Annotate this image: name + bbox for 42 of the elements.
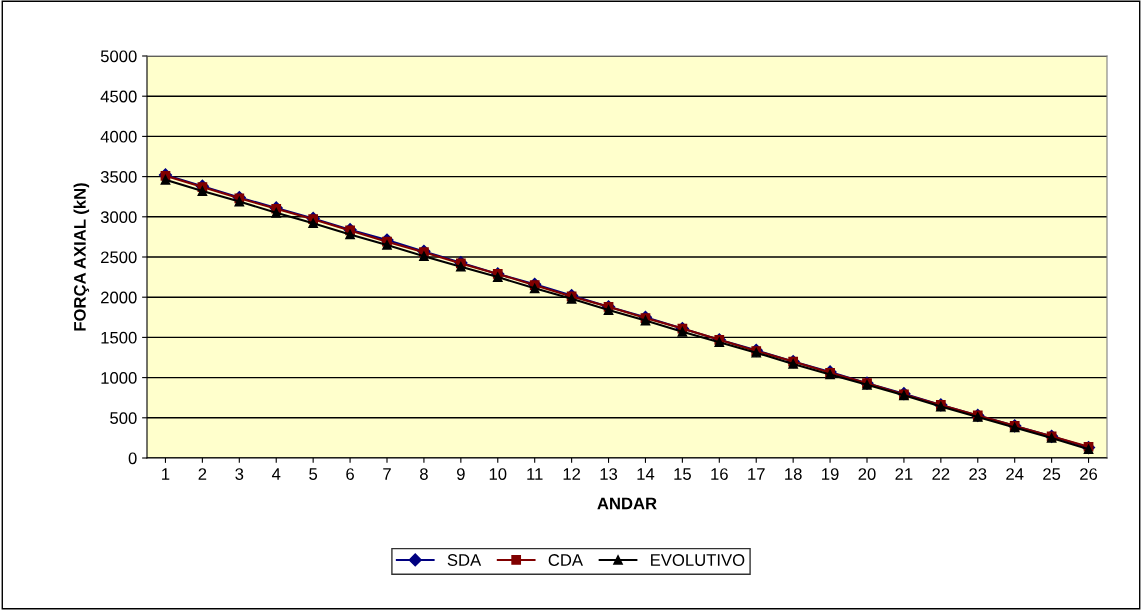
y-axis-title: FORÇA AXIAL (kN)	[73, 183, 90, 331]
x-tick-label: 20	[858, 468, 876, 480]
x-tick-label: 16	[711, 468, 728, 480]
x-tick-label: 21	[895, 468, 913, 480]
x-tick-label: 12	[563, 468, 581, 480]
x-tick-label: 24	[1006, 468, 1024, 480]
legend-label: EVOLUTIVO	[651, 554, 745, 566]
x-tick-label: 5	[309, 468, 318, 480]
x-tick-label: 11	[527, 468, 543, 480]
x-tick-label: 23	[969, 468, 987, 480]
x-axis-title: ANDAR	[597, 497, 657, 510]
y-tick-label: 3500	[100, 171, 137, 183]
x-tick-label: 14	[637, 468, 655, 480]
y-tick-label: 0	[128, 452, 137, 465]
x-tick-label: 22	[932, 468, 950, 480]
x-tick-label: 7	[383, 468, 391, 480]
y-tick-label: 4500	[100, 90, 137, 103]
x-tick-label: 1	[162, 468, 170, 480]
x-tick-label: 18	[785, 468, 802, 480]
y-tick-label: 4000	[100, 130, 137, 143]
x-tick-label: 19	[822, 468, 839, 480]
x-tick-label: 4	[271, 468, 281, 480]
y-tick-label: 2000	[101, 291, 137, 304]
x-tick-label: 9	[456, 468, 465, 480]
legend-label: SDA	[447, 554, 482, 566]
legend-label: CDA	[548, 554, 583, 566]
x-tick-label: 8	[420, 468, 428, 480]
y-tick-label: 2500	[101, 251, 137, 264]
x-tick-label: 17	[748, 468, 765, 480]
y-tick-label: 500	[110, 412, 137, 424]
y-tick-label: 5000	[100, 50, 137, 63]
x-tick-label: 25	[1043, 468, 1061, 480]
x-tick-label: 26	[1080, 468, 1098, 480]
x-tick-label: 3	[235, 468, 244, 480]
x-tick-label: 10	[489, 468, 507, 480]
y-tick-label: 3000	[100, 211, 137, 223]
y-tick-label: 1000	[101, 372, 137, 384]
x-tick-label: 15	[674, 468, 691, 480]
x-tick-label: 2	[198, 468, 207, 480]
x-tick-label: 13	[600, 468, 618, 480]
x-tick-label: 6	[346, 468, 354, 480]
y-tick-label: 1500	[101, 331, 137, 344]
